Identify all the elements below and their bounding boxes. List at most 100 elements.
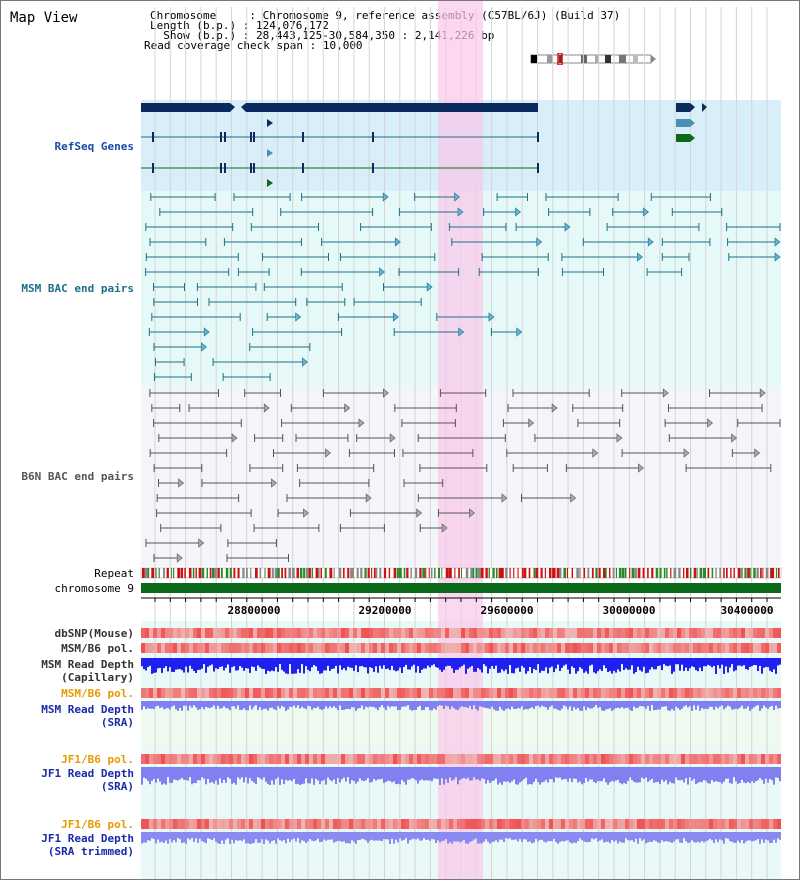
track-label-msm-b6-pol-2[interactable]: MSM/B6 pol. <box>61 687 134 700</box>
bac-end-pair <box>356 433 396 443</box>
repeat-track[interactable] <box>140 567 782 579</box>
bac-end-pair <box>156 494 240 502</box>
msm-b6-pol-track <box>141 643 781 653</box>
bac-end-pair <box>158 478 185 488</box>
bac-end-pair <box>439 389 487 397</box>
bac-end-pair <box>277 508 309 518</box>
bac-end-pair <box>296 464 375 472</box>
track-label-dbsnp[interactable]: dbSNP(Mouse) <box>54 627 134 640</box>
bac-end-pair <box>262 253 329 261</box>
bac-end-pair <box>650 193 711 201</box>
track-label-repeat[interactable]: Repeat <box>94 567 134 580</box>
dbsnp-track <box>141 628 781 638</box>
bac-end-pair <box>398 268 460 276</box>
bac-end-pair <box>436 312 495 322</box>
bac-end-pair <box>582 237 654 247</box>
bac-end-pair <box>154 358 185 366</box>
jf1-depth-sra-track <box>141 767 781 785</box>
refseq-gene <box>676 119 690 127</box>
bac-end-pair <box>149 238 207 246</box>
track-label-msm-bac[interactable]: MSM BAC end pairs <box>21 282 134 295</box>
bac-end-pair <box>340 253 436 261</box>
bac-end-pair <box>145 538 205 548</box>
bac-end-pair <box>572 404 624 412</box>
bac-end-pair <box>478 268 539 276</box>
bac-end-pair <box>490 327 523 337</box>
bac-end-pair <box>153 553 183 563</box>
bac-end-pair <box>153 283 185 291</box>
jf1-depth-trimmed-track <box>141 832 781 844</box>
track-label-msm-depth-capillary[interactable]: MSM Read Depth (Capillary) <box>41 658 134 684</box>
track-label-msm-b6-pol[interactable]: MSM/B6 pol. <box>61 642 134 655</box>
bac-end-pair <box>321 237 401 247</box>
bac-end-pair <box>383 282 433 292</box>
bac-end-pair <box>153 342 207 352</box>
bac-end-pair <box>145 223 234 231</box>
bac-end-pair <box>145 268 230 276</box>
bac-end-pair <box>728 252 781 262</box>
bac-end-pair <box>398 207 464 217</box>
bac-end-pair <box>151 404 181 412</box>
bac-end-pair <box>394 404 457 412</box>
axis-tick-label: 30000000 <box>602 604 656 617</box>
bac-end-pair <box>249 343 311 351</box>
bac-end-pair <box>353 298 422 306</box>
bac-end-pair <box>153 464 203 472</box>
bac-end-pair <box>417 493 508 503</box>
bac-end-pair <box>414 192 461 202</box>
axis-tick-label: 29200000 <box>358 604 412 617</box>
bac-end-pair <box>254 434 284 442</box>
bac-end-pair <box>250 223 319 231</box>
bac-end-pair <box>393 327 465 337</box>
bac-end-pair <box>273 448 331 458</box>
bac-end-pair <box>709 388 766 398</box>
axis-tick-label: 28800000 <box>227 604 281 617</box>
bac-end-pair <box>300 267 385 277</box>
bac-end-pair <box>301 192 389 202</box>
bac-end-pair <box>621 448 690 458</box>
track-label-chromosome[interactable]: chromosome 9 <box>54 582 134 595</box>
bac-end-pair <box>201 478 277 488</box>
bac-end-pair <box>646 268 683 276</box>
bac-end-pair <box>437 508 475 518</box>
bac-end-pair <box>606 223 700 231</box>
highlight-region <box>438 1 483 879</box>
bac-end-pair <box>339 524 385 532</box>
bac-end-pair <box>737 419 781 427</box>
bac-end-pair <box>401 419 456 427</box>
bac-end-pair <box>496 193 528 201</box>
ideogram-view-marker <box>557 53 563 65</box>
bac-end-pair <box>515 222 571 232</box>
bac-end-pair <box>548 208 591 216</box>
track-label-jf1-b6-pol[interactable]: JF1/B6 pol. <box>61 753 134 766</box>
bac-end-pair <box>154 373 192 381</box>
bac-end-pair <box>417 434 506 442</box>
bac-end-pair <box>483 207 521 217</box>
track-label-refseq[interactable]: RefSeq Genes <box>54 140 134 153</box>
bac-end-pair <box>322 388 389 398</box>
bac-end-pair <box>521 493 577 503</box>
chromosome-ideogram[interactable] <box>529 53 657 65</box>
track-label-jf1-depth-trimmed[interactable]: JF1 Read Depth (SRA trimmed) <box>41 832 134 858</box>
axis-tick-label: 30400000 <box>720 604 774 617</box>
msm-bac-pairs[interactable] <box>145 192 781 381</box>
bac-end-pair <box>661 253 690 261</box>
bac-end-pair <box>212 357 308 367</box>
b6n-bac-pairs[interactable] <box>145 388 781 563</box>
bac-end-pair <box>237 268 270 276</box>
bac-end-pair <box>153 298 198 306</box>
track-label-jf1-depth-sra[interactable]: JF1 Read Depth (SRA) <box>41 767 134 793</box>
track-label-b6n-bac[interactable]: B6N BAC end pairs <box>21 470 134 483</box>
bac-end-pair <box>621 388 669 398</box>
track-label-msm-depth-sra[interactable]: MSM Read Depth (SRA) <box>41 703 134 729</box>
bac-end-pair <box>222 373 271 381</box>
msm-b6-pol-track-2 <box>141 688 781 698</box>
track-label-jf1-b6-pol-2[interactable]: JF1/B6 pol. <box>61 818 134 831</box>
bac-end-pair <box>281 418 365 428</box>
refseq-genes[interactable] <box>141 103 707 187</box>
bac-end-pair <box>512 464 548 472</box>
bac-end-pair <box>226 554 289 562</box>
bac-end-pair <box>419 464 488 472</box>
bac-end-pair <box>502 418 535 428</box>
